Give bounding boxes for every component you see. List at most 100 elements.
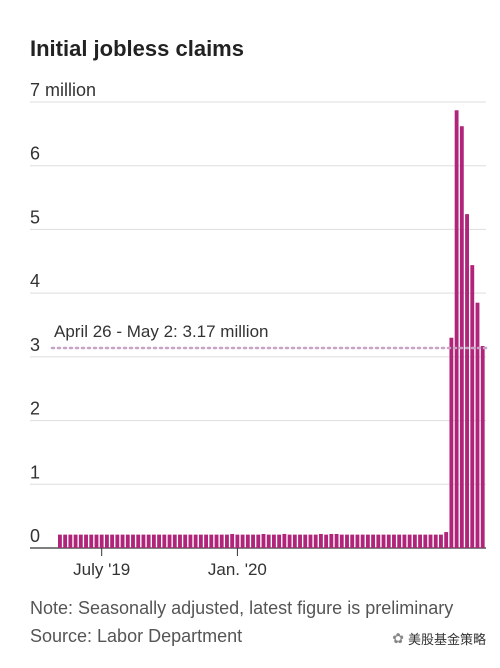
bar (115, 534, 120, 548)
bar (198, 534, 203, 548)
bar (324, 534, 329, 548)
bar (318, 533, 323, 548)
bar (104, 534, 109, 548)
bar (73, 534, 78, 548)
bar (355, 534, 360, 548)
bar (193, 534, 198, 548)
y-tick-label: 2 (30, 399, 40, 419)
chart-source: Source: Labor Department (30, 626, 243, 646)
chart-title: Initial jobless claims (30, 36, 244, 61)
bar (99, 534, 104, 548)
bar (303, 534, 308, 548)
y-tick-label: 4 (30, 271, 40, 291)
bar (209, 534, 214, 548)
bar (334, 533, 339, 548)
bar (418, 534, 423, 548)
bar (162, 534, 167, 548)
bar (397, 534, 402, 548)
bar (329, 533, 334, 548)
bar (454, 110, 459, 548)
bar (157, 534, 162, 548)
bar (204, 534, 209, 548)
bar (402, 534, 407, 548)
bar (125, 534, 130, 548)
bar (136, 534, 141, 548)
bar (470, 265, 475, 548)
bar (386, 534, 391, 548)
y-axis-labels: 0 1 2 3 4 5 6 7 million (30, 80, 96, 546)
bar (350, 534, 355, 548)
bar (266, 534, 271, 548)
bar (298, 534, 302, 548)
bar (428, 534, 433, 548)
bar (475, 302, 480, 548)
watermark: ✿ 美股基金策略 (392, 629, 486, 649)
bar (131, 534, 135, 548)
bar (94, 534, 99, 548)
bar (345, 534, 349, 548)
bar (287, 534, 292, 548)
x-axis: July '19 Jan. '20 (73, 548, 267, 579)
bar (272, 534, 276, 548)
x-tick-label: July '19 (73, 560, 130, 579)
bar (449, 337, 454, 548)
bar (63, 534, 68, 548)
bar (376, 534, 381, 548)
bar (433, 534, 438, 548)
watermark-text: 美股基金策略 (407, 633, 486, 648)
x-tick-label: Jan. '20 (208, 560, 267, 579)
bar (381, 534, 386, 548)
bar (178, 534, 182, 548)
bar (282, 533, 287, 548)
bar (444, 532, 449, 548)
bar (172, 534, 177, 548)
bar (214, 534, 219, 548)
y-tick-label: 0 (30, 526, 40, 546)
bar (292, 534, 297, 548)
y-tick-label: 6 (30, 144, 40, 164)
bar (89, 534, 94, 548)
bar (84, 534, 88, 548)
bar-chart: 0 1 2 3 4 5 6 7 million April 26 - May 2: 3.17 … (30, 80, 488, 579)
annotation: April 26 - May 2: 3.17 million (50, 322, 488, 350)
annotation-label: April 26 - May 2: 3.17 million (54, 322, 268, 341)
bar (141, 534, 146, 548)
bar (360, 534, 365, 548)
bar (151, 534, 156, 548)
bar (183, 534, 188, 548)
bar (188, 534, 193, 548)
chart-note: Note: Seasonally adjusted, latest figure… (30, 598, 454, 618)
bar (225, 534, 229, 548)
bar (371, 534, 376, 548)
bar (110, 534, 115, 548)
bar (240, 534, 245, 548)
y-tick-label: 3 (30, 335, 40, 355)
bar (146, 534, 151, 548)
y-tick-label: 7 million (30, 80, 96, 100)
bar (261, 533, 266, 548)
bar (219, 534, 224, 548)
chat-bubble-icon: ✿ (392, 630, 404, 647)
bar (459, 126, 464, 549)
bar (392, 534, 396, 548)
bar (235, 534, 240, 548)
bar (407, 534, 412, 548)
bar (277, 534, 282, 548)
bar (256, 534, 261, 548)
bar (230, 533, 235, 548)
bar (423, 534, 428, 548)
bar (167, 534, 172, 548)
bar (365, 534, 370, 548)
bar (68, 534, 73, 548)
bar (120, 534, 125, 548)
bar (465, 214, 469, 548)
bar (245, 534, 250, 548)
bars (58, 110, 485, 549)
bar (339, 534, 344, 548)
y-tick-label: 1 (30, 462, 40, 482)
bar (58, 534, 62, 548)
bar (78, 534, 83, 548)
bar (412, 534, 417, 548)
bar (480, 346, 485, 548)
bar (251, 534, 255, 548)
